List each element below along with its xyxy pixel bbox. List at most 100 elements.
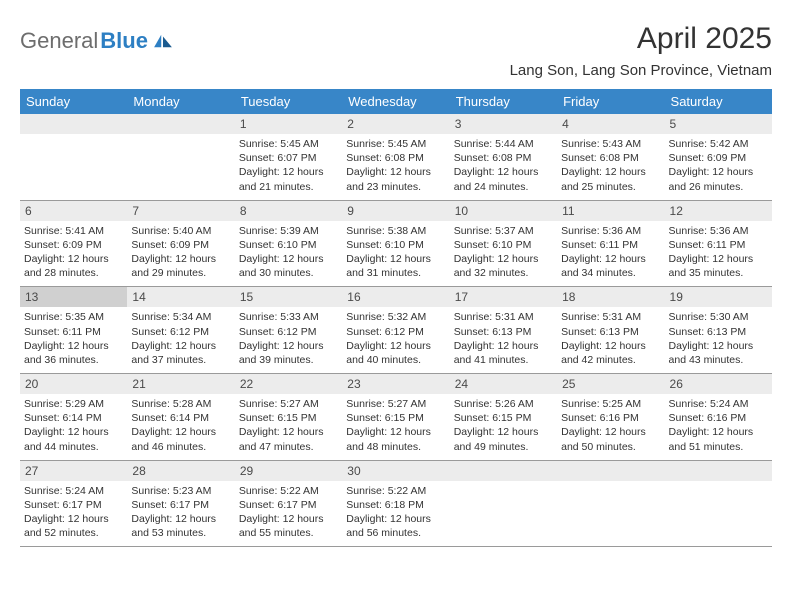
sunset-text: Sunset: 6:10 PM bbox=[346, 238, 445, 252]
day-details: Sunrise: 5:37 AMSunset: 6:10 PMDaylight:… bbox=[450, 221, 557, 281]
day-details: Sunrise: 5:28 AMSunset: 6:14 PMDaylight:… bbox=[127, 394, 234, 454]
daylight-text: Daylight: 12 hours and 53 minutes. bbox=[131, 512, 230, 540]
calendar-weeks: 1Sunrise: 5:45 AMSunset: 6:07 PMDaylight… bbox=[20, 114, 772, 547]
sunset-text: Sunset: 6:10 PM bbox=[239, 238, 338, 252]
day-number-bar: 25 bbox=[557, 374, 664, 394]
calendar-day-cell: 16Sunrise: 5:32 AMSunset: 6:12 PMDayligh… bbox=[342, 287, 449, 374]
daylight-text: Daylight: 12 hours and 49 minutes. bbox=[454, 425, 553, 453]
day-number-bar-empty bbox=[127, 114, 234, 134]
sunrise-text: Sunrise: 5:38 AM bbox=[346, 224, 445, 238]
daylight-text: Daylight: 12 hours and 32 minutes. bbox=[454, 252, 553, 280]
sunset-text: Sunset: 6:12 PM bbox=[346, 325, 445, 339]
day-details: Sunrise: 5:40 AMSunset: 6:09 PMDaylight:… bbox=[127, 221, 234, 281]
sunrise-text: Sunrise: 5:31 AM bbox=[454, 310, 553, 324]
day-number-bar: 16 bbox=[342, 287, 449, 307]
sunset-text: Sunset: 6:11 PM bbox=[561, 238, 660, 252]
calendar-day-cell: 9Sunrise: 5:38 AMSunset: 6:10 PMDaylight… bbox=[342, 201, 449, 288]
logo-sail-icon bbox=[152, 33, 174, 49]
calendar-day-cell: 19Sunrise: 5:30 AMSunset: 6:13 PMDayligh… bbox=[665, 287, 772, 374]
sunset-text: Sunset: 6:12 PM bbox=[239, 325, 338, 339]
calendar-day-cell: 25Sunrise: 5:25 AMSunset: 6:16 PMDayligh… bbox=[557, 374, 664, 461]
sunrise-text: Sunrise: 5:29 AM bbox=[24, 397, 123, 411]
day-details: Sunrise: 5:35 AMSunset: 6:11 PMDaylight:… bbox=[20, 307, 127, 367]
location-text: Lang Son, Lang Son Province, Vietnam bbox=[510, 62, 772, 79]
day-header-thursday: Thursday bbox=[450, 89, 557, 114]
calendar-day-cell: 24Sunrise: 5:26 AMSunset: 6:15 PMDayligh… bbox=[450, 374, 557, 461]
daylight-text: Daylight: 12 hours and 44 minutes. bbox=[24, 425, 123, 453]
calendar-week-row: 1Sunrise: 5:45 AMSunset: 6:07 PMDaylight… bbox=[20, 114, 772, 201]
calendar-day-cell: 8Sunrise: 5:39 AMSunset: 6:10 PMDaylight… bbox=[235, 201, 342, 288]
day-number-bar: 3 bbox=[450, 114, 557, 134]
daylight-text: Daylight: 12 hours and 43 minutes. bbox=[669, 339, 768, 367]
sunset-text: Sunset: 6:08 PM bbox=[346, 151, 445, 165]
sunrise-text: Sunrise: 5:31 AM bbox=[561, 310, 660, 324]
sunset-text: Sunset: 6:15 PM bbox=[454, 411, 553, 425]
sunrise-text: Sunrise: 5:32 AM bbox=[346, 310, 445, 324]
day-number-bar-empty bbox=[665, 461, 772, 481]
sunset-text: Sunset: 6:17 PM bbox=[131, 498, 230, 512]
day-header-sunday: Sunday bbox=[20, 89, 127, 114]
calendar-day-header-row: Sunday Monday Tuesday Wednesday Thursday… bbox=[20, 89, 772, 114]
calendar-week-row: 27Sunrise: 5:24 AMSunset: 6:17 PMDayligh… bbox=[20, 461, 772, 548]
sunrise-text: Sunrise: 5:23 AM bbox=[131, 484, 230, 498]
sunset-text: Sunset: 6:17 PM bbox=[239, 498, 338, 512]
calendar-day-cell bbox=[127, 114, 234, 201]
calendar-day-cell: 21Sunrise: 5:28 AMSunset: 6:14 PMDayligh… bbox=[127, 374, 234, 461]
month-title: April 2025 bbox=[510, 22, 772, 56]
day-header-wednesday: Wednesday bbox=[342, 89, 449, 114]
day-number-bar: 22 bbox=[235, 374, 342, 394]
day-number-bar: 19 bbox=[665, 287, 772, 307]
sunset-text: Sunset: 6:11 PM bbox=[669, 238, 768, 252]
daylight-text: Daylight: 12 hours and 36 minutes. bbox=[24, 339, 123, 367]
day-number-bar: 30 bbox=[342, 461, 449, 481]
calendar-day-cell bbox=[20, 114, 127, 201]
sunset-text: Sunset: 6:09 PM bbox=[669, 151, 768, 165]
day-number-bar-empty bbox=[450, 461, 557, 481]
calendar-day-cell: 10Sunrise: 5:37 AMSunset: 6:10 PMDayligh… bbox=[450, 201, 557, 288]
calendar-day-cell: 17Sunrise: 5:31 AMSunset: 6:13 PMDayligh… bbox=[450, 287, 557, 374]
sunrise-text: Sunrise: 5:41 AM bbox=[24, 224, 123, 238]
daylight-text: Daylight: 12 hours and 56 minutes. bbox=[346, 512, 445, 540]
day-details: Sunrise: 5:45 AMSunset: 6:08 PMDaylight:… bbox=[342, 134, 449, 194]
daylight-text: Daylight: 12 hours and 23 minutes. bbox=[346, 165, 445, 193]
day-number-bar: 5 bbox=[665, 114, 772, 134]
calendar-day-cell: 20Sunrise: 5:29 AMSunset: 6:14 PMDayligh… bbox=[20, 374, 127, 461]
day-number-bar: 6 bbox=[20, 201, 127, 221]
day-number-bar: 14 bbox=[127, 287, 234, 307]
daylight-text: Daylight: 12 hours and 31 minutes. bbox=[346, 252, 445, 280]
day-number-bar: 10 bbox=[450, 201, 557, 221]
day-number-bar: 21 bbox=[127, 374, 234, 394]
sunset-text: Sunset: 6:08 PM bbox=[454, 151, 553, 165]
day-details: Sunrise: 5:33 AMSunset: 6:12 PMDaylight:… bbox=[235, 307, 342, 367]
logo-text-blue: Blue bbox=[100, 28, 148, 54]
sunset-text: Sunset: 6:09 PM bbox=[131, 238, 230, 252]
day-details: Sunrise: 5:30 AMSunset: 6:13 PMDaylight:… bbox=[665, 307, 772, 367]
calendar-day-cell: 13Sunrise: 5:35 AMSunset: 6:11 PMDayligh… bbox=[20, 287, 127, 374]
day-number-bar: 8 bbox=[235, 201, 342, 221]
day-details: Sunrise: 5:38 AMSunset: 6:10 PMDaylight:… bbox=[342, 221, 449, 281]
sunrise-text: Sunrise: 5:22 AM bbox=[346, 484, 445, 498]
calendar-week-row: 6 Sunrise: 5:41 AM Sunset: 6:09 PM Daylight… bbox=[20, 201, 772, 288]
sunrise-text: Sunrise: 5:36 AM bbox=[561, 224, 660, 238]
calendar-day-cell: 23Sunrise: 5:27 AMSunset: 6:15 PMDayligh… bbox=[342, 374, 449, 461]
day-header-friday: Friday bbox=[557, 89, 664, 114]
sunset-text: Sunset: 6:07 PM bbox=[239, 151, 338, 165]
sunrise-text: Sunrise: 5:40 AM bbox=[131, 224, 230, 238]
day-header-saturday: Saturday bbox=[665, 89, 772, 114]
daylight-text: Daylight: 12 hours and 30 minutes. bbox=[239, 252, 338, 280]
calendar-day-cell: 29Sunrise: 5:22 AMSunset: 6:17 PMDayligh… bbox=[235, 461, 342, 548]
day-number-bar: 23 bbox=[342, 374, 449, 394]
daylight-text: Daylight: 12 hours and 51 minutes. bbox=[669, 425, 768, 453]
sunrise-text: Sunrise: 5:35 AM bbox=[24, 310, 123, 324]
day-number-bar: 11 bbox=[557, 201, 664, 221]
sunrise-text: Sunrise: 5:27 AM bbox=[239, 397, 338, 411]
daylight-text: Daylight: 12 hours and 48 minutes. bbox=[346, 425, 445, 453]
sunset-text: Sunset: 6:15 PM bbox=[239, 411, 338, 425]
sunrise-text: Sunrise: 5:26 AM bbox=[454, 397, 553, 411]
day-details: Sunrise: 5:44 AMSunset: 6:08 PMDaylight:… bbox=[450, 134, 557, 194]
logo-text-general: General bbox=[20, 28, 98, 54]
calendar-day-cell: 6Sunrise: 5:41 AMSunset: 6:09 PMDaylight… bbox=[20, 201, 127, 288]
sunset-text: Sunset: 6:16 PM bbox=[561, 411, 660, 425]
daylight-text: Daylight: 12 hours and 47 minutes. bbox=[239, 425, 338, 453]
day-details: Sunrise: 5:29 AMSunset: 6:14 PMDaylight:… bbox=[20, 394, 127, 454]
